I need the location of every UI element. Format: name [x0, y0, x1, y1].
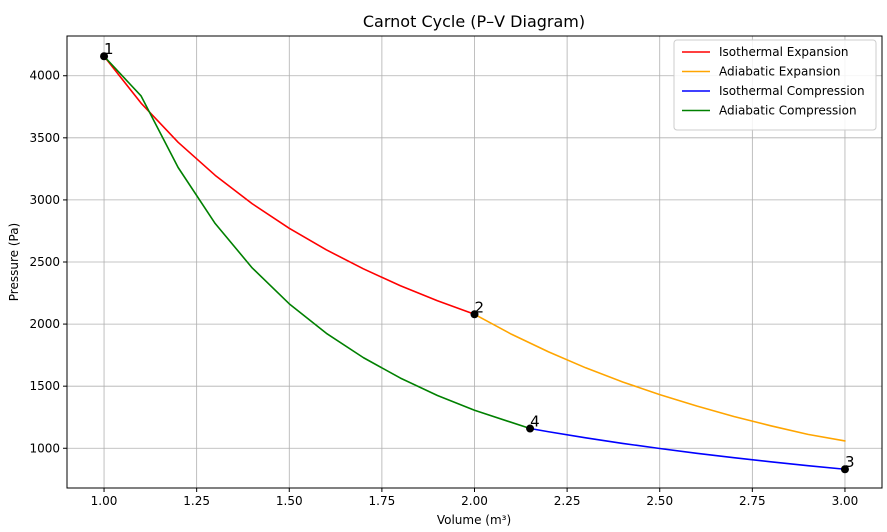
cycle-point-4	[526, 424, 535, 433]
cycle-point-label-3: 3	[845, 453, 855, 471]
legend-box	[673, 39, 877, 131]
series-line-2	[473, 313, 846, 442]
legend-entry: Isothermal Expansion	[719, 45, 849, 59]
axis-ticks: 1.00 1.25 1.50 1.75 2.00 2.25 2.50 2.75 3.00 1000…	[29, 69, 858, 508]
legend-entry: Adiabatic Expansion	[719, 65, 841, 79]
legend-entry: Isothermal Compression	[719, 84, 865, 98]
cycle-point-3	[840, 465, 849, 474]
cycle-points: 1 2 3 4	[100, 40, 855, 474]
x-tick-label: 2.50	[646, 494, 673, 508]
y-tick-label: 3500	[29, 131, 60, 145]
legend-entry: Adiabatic Compression	[719, 104, 857, 118]
x-tick-label: 2.25	[554, 494, 581, 508]
x-tick-label: 1.50	[276, 494, 303, 508]
series-lines	[103, 55, 846, 471]
x-tick-label: 1.75	[369, 494, 396, 508]
legend: Isothermal Expansion Adiabatic Expansion I…	[673, 39, 877, 131]
chart-title: Carnot Cycle (P–V Diagram)	[363, 12, 585, 31]
series-line-1	[103, 55, 476, 316]
y-tick-label: 1000	[29, 441, 60, 455]
x-tick-label: 3.00	[832, 494, 859, 508]
y-axis-title: Pressure (Pa)	[7, 223, 21, 301]
y-tick-label: 3000	[29, 193, 60, 207]
cycle-point-2	[470, 310, 479, 319]
y-tick-label: 1500	[29, 379, 60, 393]
series-line-3	[529, 427, 846, 471]
x-tick-label: 2.00	[461, 494, 488, 508]
y-tick-label: 4000	[29, 69, 60, 83]
series-line-4	[103, 55, 531, 430]
x-tick-label: 2.75	[739, 494, 766, 508]
grid	[67, 36, 882, 488]
cycle-point-label-1: 1	[104, 40, 114, 58]
y-tick-label: 2000	[29, 317, 60, 331]
cycle-point-label-4: 4	[530, 413, 540, 431]
cycle-point-1	[100, 52, 109, 61]
x-tick-label: 1.25	[183, 494, 210, 508]
x-tick-label: 1.00	[91, 494, 118, 508]
cycle-point-label-2: 2	[475, 298, 485, 316]
y-tick-label: 2500	[29, 255, 60, 269]
x-axis-title: Volume (m³)	[437, 513, 511, 527]
